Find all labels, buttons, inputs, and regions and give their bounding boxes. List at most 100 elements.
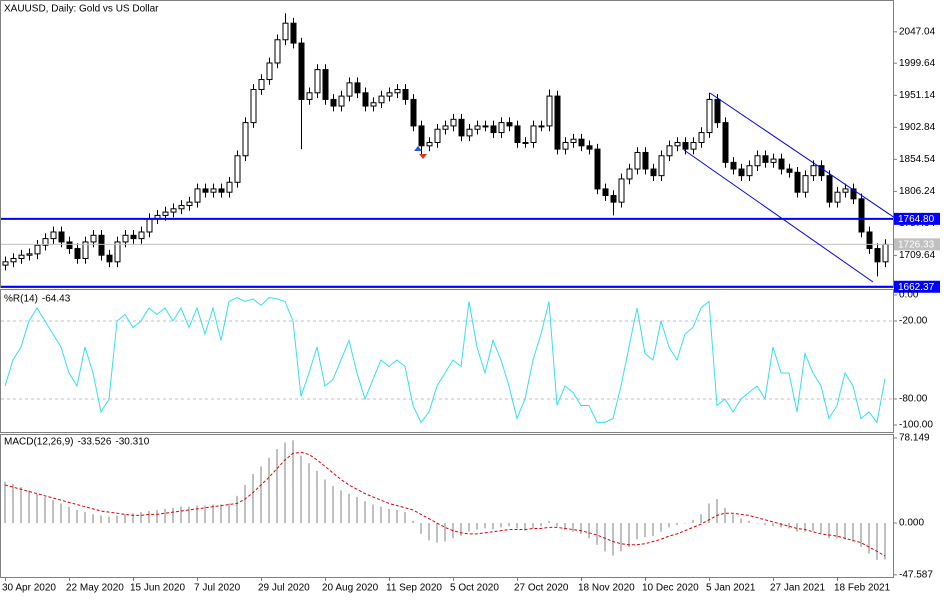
histogram-bar — [596, 523, 598, 545]
histogram-bar — [620, 523, 622, 552]
candle-body — [554, 95, 561, 150]
histogram-bar — [308, 463, 310, 524]
x-tick-label: 29 Jul 2020 — [258, 583, 310, 594]
candle-body — [378, 95, 385, 104]
histogram-bar — [860, 523, 862, 547]
histogram-bar — [276, 449, 278, 524]
x-tick-label: 20 Aug 2020 — [322, 583, 379, 594]
y-tick-label: 1709.64 — [899, 250, 936, 261]
candle-body — [530, 125, 537, 144]
candle-body — [722, 122, 729, 163]
histogram-bar — [708, 503, 710, 524]
candle-body — [242, 122, 249, 157]
candle-body — [226, 181, 233, 193]
candle-body — [322, 69, 329, 100]
candle-body — [522, 142, 529, 145]
signal-line — [4, 451, 886, 557]
histogram-bar — [204, 505, 206, 524]
candle-body — [18, 254, 25, 259]
histogram-bar — [180, 506, 182, 524]
candle-body — [562, 142, 569, 150]
histogram-bar — [556, 523, 558, 527]
candle-body — [314, 69, 321, 94]
histogram-bar — [652, 523, 654, 537]
histogram-bar — [828, 523, 830, 539]
candle-body — [50, 231, 57, 240]
candle-body — [458, 118, 465, 137]
x-tick-label: 27 Jan 2021 — [770, 583, 825, 594]
candle-body — [714, 98, 721, 124]
x-tick-label: 10 Dec 2020 — [642, 583, 699, 594]
x-tick-label: 18 Nov 2020 — [578, 583, 635, 594]
candle-body — [794, 171, 801, 193]
histogram-bar — [612, 523, 614, 556]
histogram-bar — [700, 514, 702, 524]
candle-body — [114, 241, 121, 263]
candle-body — [450, 118, 457, 127]
histogram-bar — [348, 493, 350, 524]
candle-body — [770, 158, 777, 163]
candle-body — [818, 165, 825, 177]
y-tick-label: 0.00 — [899, 290, 919, 301]
histogram-bar — [644, 523, 646, 538]
panes: 2047.04 1999.64 1951.14 1902.84 1854.54 1806.… — [0, 0, 940, 594]
candle-body — [410, 98, 417, 127]
candle-body — [10, 257, 17, 263]
histogram-bar — [132, 513, 134, 524]
histogram-bar — [100, 515, 102, 524]
candle-body — [194, 188, 201, 203]
histogram-bar — [580, 523, 582, 534]
histogram-bar — [484, 523, 486, 529]
histogram-bar — [852, 523, 854, 542]
histogram-bar — [572, 523, 574, 532]
histogram-bar — [124, 514, 126, 524]
x-tick-label: 15 Jun 2020 — [130, 583, 185, 594]
histogram-bar — [820, 523, 822, 533]
histogram-bar — [60, 503, 62, 524]
y-tick-label: 0.000 — [899, 518, 924, 529]
candle-body — [850, 188, 857, 200]
indicator-title: %R(14) — [4, 294, 38, 305]
candle-body — [138, 231, 145, 240]
candle-body — [258, 79, 265, 90]
candle-body — [186, 201, 193, 206]
candle-body — [274, 39, 281, 64]
candle-body — [250, 88, 257, 124]
price-label-box — [894, 212, 940, 225]
candle-body — [162, 211, 169, 216]
candle-body — [306, 92, 313, 100]
histogram-bar — [396, 509, 398, 524]
histogram-bar — [44, 496, 46, 524]
x-tick-label: 22 May 2020 — [66, 583, 124, 594]
candle-body — [498, 122, 505, 134]
histogram-bar — [812, 523, 814, 531]
y-tick-label: 1806.24 — [899, 186, 936, 197]
candle-body — [674, 142, 681, 147]
candle-body — [394, 88, 401, 94]
histogram-bar — [788, 523, 790, 529]
candle-body — [634, 151, 641, 170]
histogram-bar — [492, 523, 494, 530]
histogram-bar — [748, 520, 750, 524]
histogram-bar — [364, 501, 366, 524]
x-tick-label: 11 Sep 2020 — [386, 583, 442, 594]
x-tick-label: 5 Oct 2020 — [450, 583, 499, 594]
histogram-bar — [372, 504, 374, 524]
candle-body — [474, 125, 481, 130]
candle-body — [178, 204, 185, 210]
histogram-bar — [540, 523, 542, 527]
y-tick-label: -20.00 — [899, 316, 928, 327]
histogram-bar — [628, 523, 630, 547]
histogram-bar — [380, 506, 382, 524]
histogram-bar — [388, 508, 390, 524]
histogram-bar — [844, 523, 846, 540]
candle-body — [2, 261, 9, 266]
histogram-bar — [76, 509, 78, 524]
candle-body — [362, 92, 369, 107]
pane: 0.00 -100.00 -20.00 -80.00 — [0, 289, 933, 433]
candle-body — [730, 161, 737, 170]
histogram-bar — [684, 523, 686, 524]
candle-body — [34, 244, 41, 255]
candle-body — [346, 82, 353, 97]
